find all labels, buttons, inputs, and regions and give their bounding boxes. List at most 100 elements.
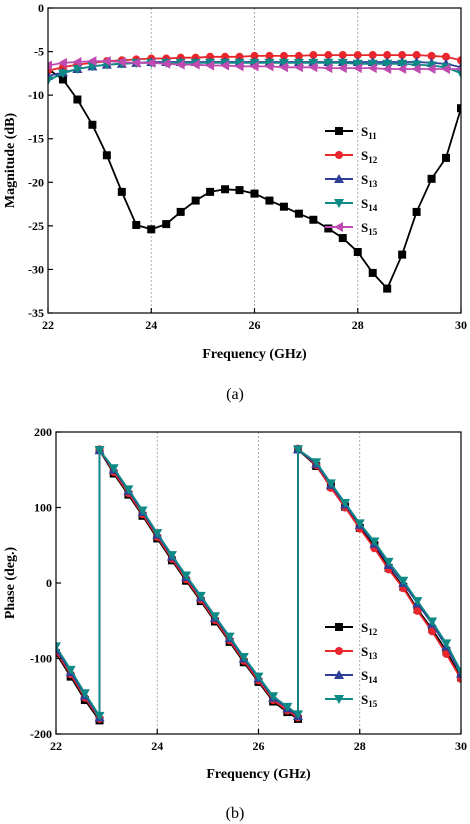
data-point-s15 [292,710,303,720]
legend-label: S11 [361,124,377,141]
data-point-s15 [116,57,126,68]
series-group [48,51,461,293]
data-point-s11 [102,151,111,160]
legend-marker [335,151,343,159]
data-point-s15 [282,702,293,712]
legend-label-subscript: 11 [368,131,377,141]
figure-caption: (a) [226,386,244,403]
data-point-s11 [442,153,451,162]
data-point-s15 [94,446,105,456]
data-point-s11 [309,215,318,224]
data-point-s14 [234,58,245,68]
data-point-s15 [57,57,67,68]
legend-label-subscript: 13 [368,651,378,661]
data-point-s15 [268,692,279,702]
legend-label: S14 [361,668,378,685]
data-point-s15 [205,60,215,71]
data-point-s11 [324,224,333,233]
data-point-s12 [221,52,230,61]
x-tick-label: 22 [42,318,54,332]
legend-label-subscript: 15 [368,227,378,237]
data-point-s15 [264,61,274,72]
data-point-s15 [195,591,206,601]
data-point-s15 [238,652,249,662]
data-point-s12 [309,51,318,60]
data-point-s11 [353,248,362,256]
data-point-s11 [412,207,421,216]
legend-label: S13 [361,644,378,661]
data-point-s11 [235,186,244,195]
x-tick-label: 22 [50,739,62,753]
legend-label-name: S [361,620,368,635]
legend-label-name: S [361,148,368,163]
data-point-s14 [382,59,393,69]
data-point-s15 [441,639,452,649]
data-point-s11 [132,220,141,229]
data-point-s14 [323,58,334,68]
data-point-s12 [427,51,436,60]
data-point-s12 [338,51,347,60]
data-point-s12 [324,51,333,60]
data-point-s11 [250,189,259,198]
y-tick-label: -15 [28,132,44,146]
data-point-s15 [234,61,244,72]
x-tick-label: 24 [145,318,157,332]
data-point-s15 [137,506,148,516]
data-point-s15 [325,479,336,489]
y-tick-label: -20 [28,175,44,189]
x-tick-label: 28 [352,318,364,332]
data-point-s15 [293,62,303,73]
legend-label-subscript: 14 [368,675,378,685]
data-point-s11 [279,202,288,211]
data-point-s14 [278,58,289,68]
legend-marker [334,174,344,183]
data-point-s11 [294,209,303,218]
data-point-s14 [48,76,53,86]
legend-label-name: S [361,692,368,707]
data-point-s11 [265,196,274,205]
data-point-s15 [354,519,365,529]
data-point-s15 [412,597,423,607]
legend-label-subscript: 12 [368,155,378,165]
data-point-s15 [292,445,303,455]
legend-marker [334,695,344,704]
data-point-s14 [249,58,260,68]
data-point-s15 [131,57,141,68]
data-point-s11 [427,174,436,183]
legend-label-subscript: 14 [368,203,378,213]
figure-caption: (b) [226,805,245,822]
data-point-s11 [383,284,392,293]
x-axis-label: Frequency (GHz) [206,767,311,782]
y-tick-label: -25 [28,219,44,233]
data-point-s15 [166,551,177,561]
chart-a: 22 24 26 28 30 0 -5 -10 -15 -20 -25 -30 -35 Frequency… [3,1,467,403]
legend-label: S15 [361,220,378,237]
data-point-s11 [221,185,230,194]
legend-label-name: S [361,172,368,187]
data-point-s15 [397,64,407,74]
data-point-s15 [456,66,461,72]
data-point-s11 [338,234,347,243]
data-point-s15 [146,57,156,68]
data-point-s12 [235,52,244,61]
data-point-s12 [294,51,303,60]
data-point-s11 [191,196,200,205]
data-point-s12 [368,51,377,60]
data-point-s13 [413,606,422,615]
chart-b: 22 24 26 28 30 200 100 0 -100 -200 Frequency (GHz)… [3,425,467,822]
data-point-s15 [65,665,76,675]
data-point-s15 [367,63,377,74]
data-point-s15 [308,62,318,73]
data-point-s11 [117,187,126,196]
data-point-s15 [311,458,322,468]
data-point-s15 [190,59,200,70]
data-point-s12 [442,52,451,61]
data-point-s15 [209,612,220,622]
data-point-s11 [58,75,67,84]
legend-marker [335,623,343,631]
y-tick-label: -30 [28,262,44,276]
data-point-s14 [264,58,275,68]
data-point-s14 [308,58,319,68]
